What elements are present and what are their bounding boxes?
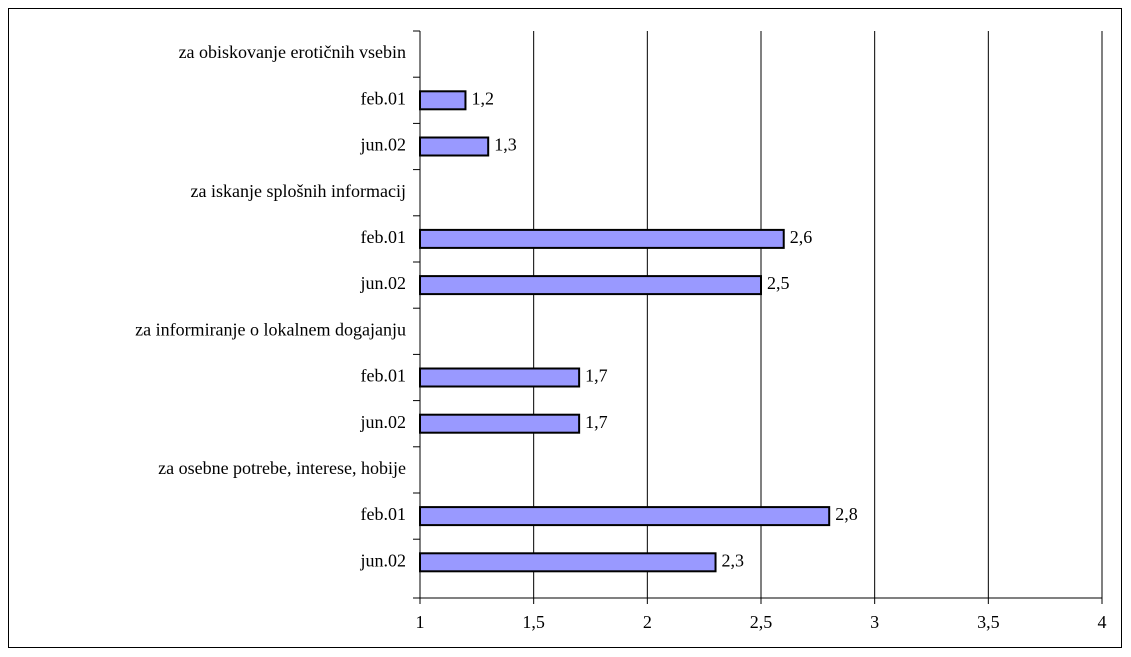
y-tick-label: za informiranje o lokalnem dogajanju [135,319,406,339]
bar [419,228,785,249]
y-tick-label: feb.01 [361,366,406,386]
bar [419,136,490,157]
data-label: 2,8 [835,504,858,524]
y-tick-label: za obiskovanje erotičnih vsebin [179,42,406,62]
data-label: 2,5 [767,273,790,293]
y-tick-label: jun.02 [359,550,406,570]
x-tick-label: 2,5 [750,612,773,632]
y-tick-label: feb.01 [361,88,406,108]
data-label: 2,3 [722,550,745,570]
x-tick-label: 3,5 [977,612,1000,632]
bar [419,413,581,434]
bar [419,506,831,527]
data-label: 1,7 [585,412,608,432]
x-tick-label: 4 [1098,612,1107,632]
x-tick-label: 1 [416,612,425,632]
data-label: 2,6 [790,227,813,247]
y-tick-label: za iskanje splošnih informacij [191,181,406,201]
x-tick-label: 2 [643,612,652,632]
y-tick-label: jun.02 [359,412,406,432]
data-label: 1,7 [585,366,608,386]
x-tick-label: 1,5 [522,612,545,632]
data-label: 1,3 [494,135,517,155]
data-label: 1,2 [471,88,494,108]
y-tick-label: feb.01 [361,504,406,524]
chart-frame [8,8,1122,648]
bar [419,90,467,111]
bar [419,367,581,388]
y-tick-label: jun.02 [359,273,406,293]
bar [419,552,717,573]
x-tick-label: 3 [870,612,879,632]
y-tick-label: jun.02 [359,135,406,155]
y-tick-label: feb.01 [361,227,406,247]
y-tick-label: za osebne potrebe, interese, hobije [158,458,406,478]
bar [419,275,762,296]
